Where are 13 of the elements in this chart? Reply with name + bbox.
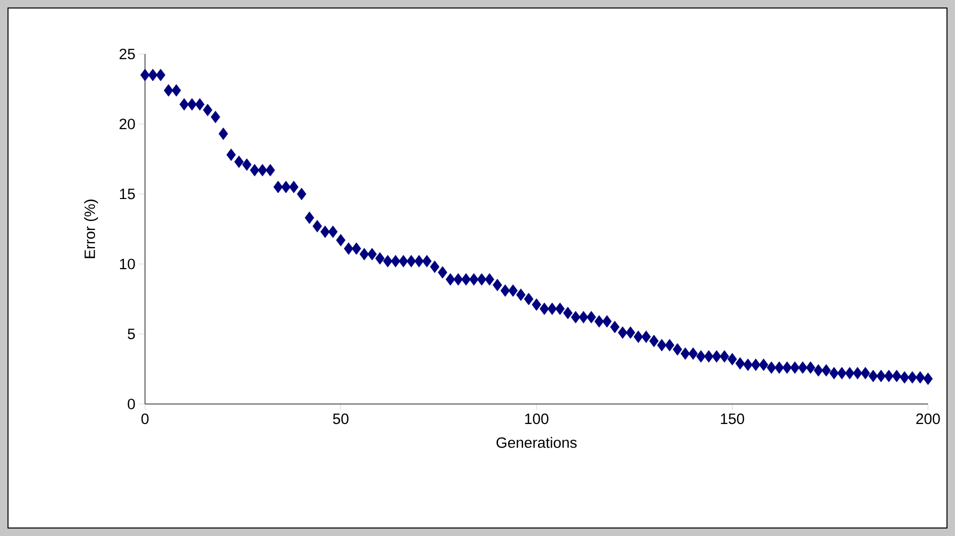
y-tick-label: 10 xyxy=(120,258,135,270)
x-tick-label: 200 xyxy=(916,414,940,424)
y-tick-label: 20 xyxy=(120,118,135,130)
x-tick-label: 0 xyxy=(141,414,149,424)
y-tick-label: 0 xyxy=(128,398,135,410)
x-axis-title: Generations xyxy=(496,436,577,448)
y-axis-title: Error (%) xyxy=(84,200,98,258)
x-tick-label: 150 xyxy=(720,414,744,424)
y-tick-label: 15 xyxy=(120,188,135,200)
x-tick-label: 50 xyxy=(333,414,348,424)
x-tick-label: 100 xyxy=(525,414,548,424)
y-tick-label: 25 xyxy=(120,48,135,60)
y-tick-label: 5 xyxy=(128,328,135,340)
